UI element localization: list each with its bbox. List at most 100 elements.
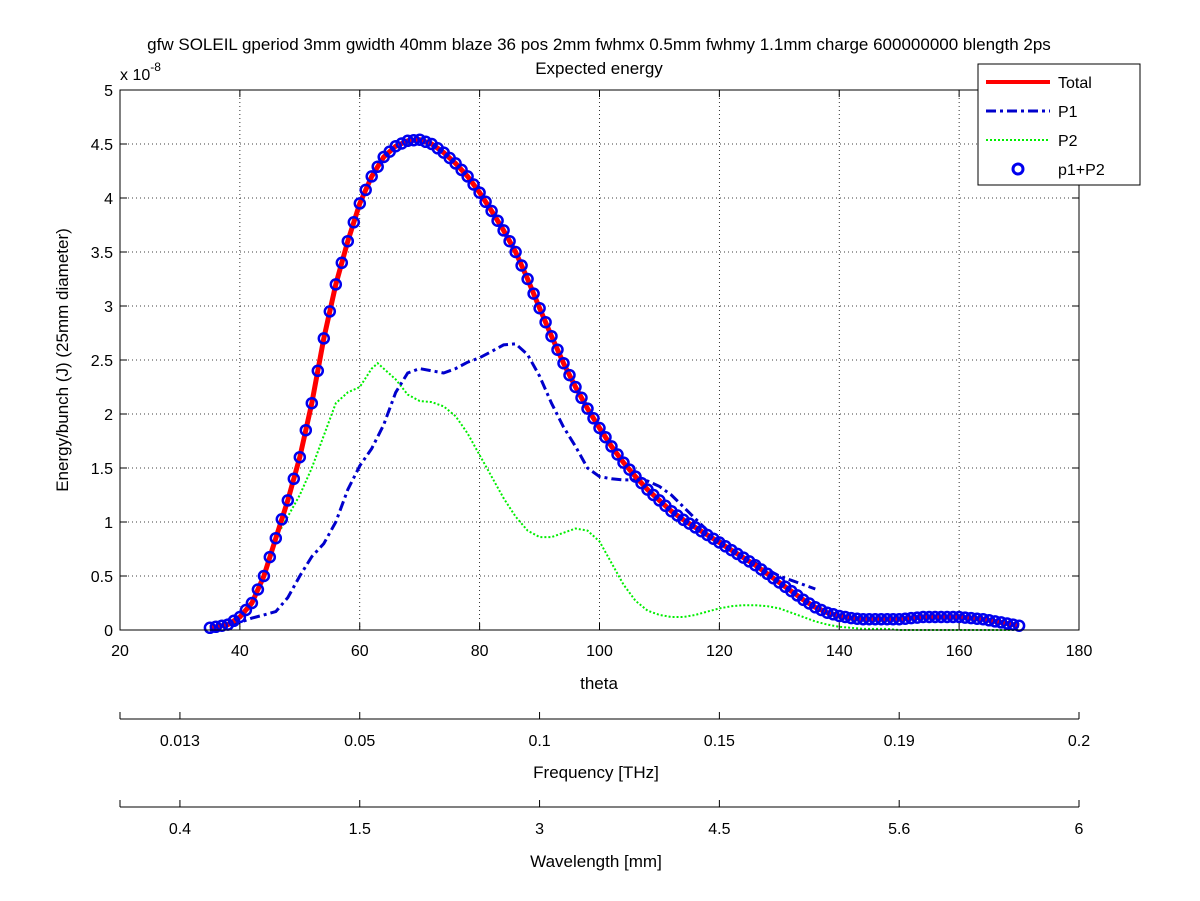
series-p1p2-point (874, 612, 888, 626)
y-exponent-power: -8 (150, 60, 161, 74)
wavelength-tick-label: 1.5 (349, 821, 371, 838)
series-p1p2-point (976, 612, 990, 626)
series-p1p2-point (952, 610, 966, 624)
series-p1p2-point (587, 412, 600, 425)
series-p1p2-point (509, 245, 522, 259)
series-p1p2-point (916, 610, 930, 624)
series-p1p2-point (281, 494, 295, 507)
wavelength-tick-label: 6 (1075, 821, 1084, 838)
x-tick-label: 60 (351, 643, 369, 660)
series-p1p2-point (371, 160, 384, 173)
legend-p1-label: P1 (1058, 104, 1078, 121)
frequency-tick-label: 0.05 (344, 733, 375, 750)
series-p1p2-point (539, 315, 552, 329)
series-p1p2-point (299, 423, 313, 437)
frequency-tick-label: 0.013 (160, 733, 200, 750)
series-p1p2-point (275, 513, 289, 526)
y-tick-label: 4 (104, 191, 113, 208)
series-p1p2-point (521, 272, 534, 286)
series-p1p2-point (940, 610, 954, 624)
legend-p1p2-label: p1+P2 (1058, 162, 1105, 179)
series-p1p2-point (209, 620, 223, 634)
frequency-tick-label: 0.19 (884, 733, 915, 750)
series-p1p2-point (617, 456, 630, 469)
series-p1p2-point (593, 421, 606, 435)
y-tick-label: 2.5 (91, 353, 113, 370)
wavelength-tick-label: 0.4 (169, 821, 191, 838)
legend-box (977, 63, 1141, 186)
x-axis-ticks: 20 40 60 80 100 120 140 160 180 (111, 90, 1092, 660)
x-tick-label: 40 (231, 643, 249, 660)
series-p1p2-point (910, 611, 924, 624)
y-tick-label: 3.5 (91, 245, 113, 262)
wavelength-axis: 0.4 1.5 3 4.5 5.6 6 Wavelength [mm] (119, 800, 1084, 871)
legend: Total P1 P2 p1+P2 (977, 63, 1141, 186)
series-p1p2-point (365, 170, 378, 183)
wavelength-axis-label: Wavelength [mm] (530, 852, 662, 871)
series-p1p2-point (934, 610, 948, 624)
series-p1p2-point (359, 183, 372, 197)
chart-title: gfw SOLEIL gperiod 3mm gwidth 40mm blaze… (147, 35, 1051, 54)
series-p1p2-point (287, 472, 301, 486)
series-p1p2-point (605, 440, 618, 453)
chart-subtitle: Expected energy (535, 59, 663, 78)
series-p1p2-point (545, 329, 558, 343)
series-p1p2-point (527, 287, 540, 300)
series-p1p2-point (815, 603, 828, 617)
series-p1p2-point (892, 612, 906, 626)
series-p1p2-point (503, 234, 516, 248)
series-p1p2-point (293, 450, 307, 464)
plot-area: 20 40 60 80 100 120 140 160 180 0 0.5 1 1.5 2 2.5 3 3.5… (91, 83, 1093, 660)
series-p1p2-point (850, 612, 864, 625)
series-p1p2-point (485, 204, 498, 218)
legend-p2-label: P2 (1058, 133, 1078, 150)
x-tick-label: 180 (1066, 643, 1093, 660)
series-p1p2-point (886, 612, 900, 626)
series-p1p2-point (838, 610, 852, 624)
series-p1p2-point (922, 610, 936, 624)
series-p1p2-point (533, 301, 546, 315)
series-p1p2-point (569, 380, 582, 394)
series-p1p2-point (868, 612, 882, 626)
series-p1p2-point (862, 612, 876, 626)
series-p1p2-point (239, 603, 253, 617)
series-p1p2-point (341, 234, 355, 248)
series-p1p2-point (1000, 617, 1014, 630)
y-tick-label: 0.5 (91, 569, 113, 586)
legend-p1p2-swatch (1011, 162, 1025, 176)
series-p1p2-point (821, 606, 834, 619)
wavelength-tick-label: 4.5 (708, 821, 730, 838)
series-p1p2-point (898, 612, 912, 625)
series-p1p2-point (557, 356, 570, 370)
series-p1p2-point (563, 368, 576, 382)
series-p1p2-point (623, 463, 636, 476)
series-p1p2-point (844, 611, 858, 625)
y-axis-label: Energy/bunch (J) (25mm diameter) (53, 228, 72, 492)
series-p1p2-point (491, 214, 504, 227)
series-p1p2-point (269, 531, 283, 545)
frequency-axis-ticks: 0.013 0.05 0.1 0.15 0.19 0.2 (119, 712, 1090, 750)
y-tick-label: 5 (104, 83, 113, 100)
series-p1p2-point (419, 135, 432, 149)
series-p1p2-point (329, 278, 343, 291)
y-tick-label: 0 (104, 623, 113, 640)
wavelength-tick-label: 5.6 (888, 821, 910, 838)
series-p1p2-point (856, 612, 870, 626)
series-p1p2-point (389, 139, 402, 153)
series-p1p2-point (1012, 619, 1026, 632)
series-p1p2-point (964, 611, 978, 625)
x-tick-label: 120 (706, 643, 733, 660)
series-p1p2-point (467, 178, 480, 191)
series-p1p2-point (599, 430, 612, 444)
y-tick-label: 1.5 (91, 461, 113, 478)
frequency-tick-label: 0.15 (704, 733, 735, 750)
x-tick-label: 140 (826, 643, 853, 660)
series-p1p2-point (833, 609, 846, 623)
series-p1p2-point (611, 448, 624, 461)
y-exponent-base: x 10 (120, 67, 150, 84)
legend-total-label: Total (1058, 75, 1092, 92)
series-p1-line (209, 342, 816, 632)
series-p1p2-point (497, 224, 510, 237)
series-p1p2-point (233, 610, 247, 624)
